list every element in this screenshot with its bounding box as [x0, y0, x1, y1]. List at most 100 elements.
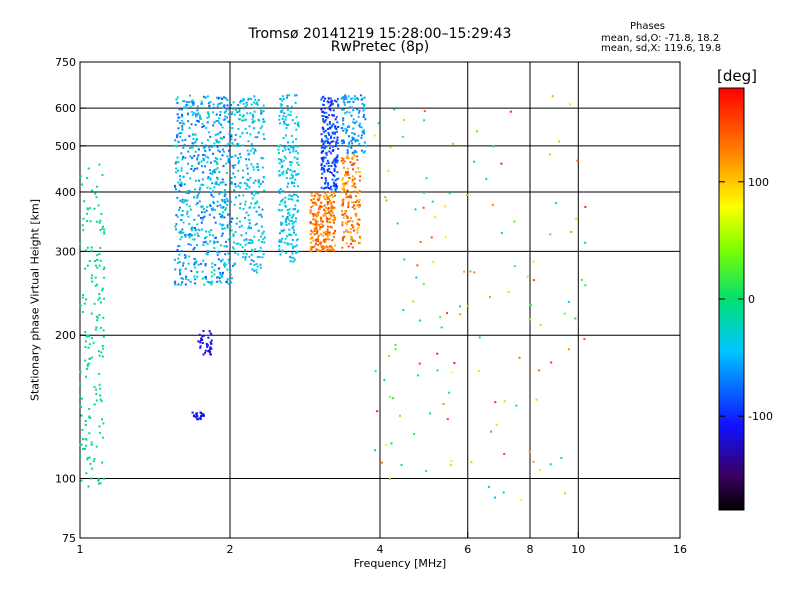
data-point — [292, 213, 295, 216]
data-point — [294, 94, 297, 97]
data-point — [425, 177, 428, 180]
data-point — [322, 115, 325, 118]
data-point — [216, 276, 218, 279]
data-point — [199, 117, 202, 120]
y-tick-label: 200 — [55, 329, 76, 342]
data-point — [343, 187, 346, 190]
data-point — [214, 160, 217, 163]
data-point — [231, 277, 233, 280]
data-point — [184, 156, 187, 159]
data-point — [329, 171, 332, 173]
data-point — [101, 227, 104, 230]
data-point — [320, 201, 323, 204]
data-point — [292, 257, 295, 259]
data-point — [251, 113, 254, 116]
data-point — [221, 271, 224, 274]
data-point — [432, 260, 435, 263]
data-point — [101, 345, 104, 347]
data-point — [237, 169, 240, 172]
data-point — [341, 142, 344, 145]
data-point — [97, 298, 100, 301]
data-point — [91, 467, 94, 470]
data-point — [290, 181, 293, 184]
data-point — [315, 203, 318, 206]
data-point — [313, 223, 316, 226]
data-point — [85, 375, 87, 378]
data-point — [207, 177, 209, 180]
data-point — [186, 212, 189, 215]
data-point — [323, 140, 326, 143]
data-point — [227, 120, 230, 123]
data-point — [239, 202, 242, 205]
data-point — [197, 234, 200, 237]
data-point — [277, 148, 280, 151]
data-point — [79, 443, 82, 446]
data-point — [285, 177, 288, 179]
data-point — [327, 207, 330, 210]
data-point — [288, 228, 291, 231]
data-point — [351, 179, 354, 181]
data-point — [91, 280, 94, 283]
data-point — [247, 214, 250, 217]
data-point — [291, 238, 294, 241]
data-point — [231, 164, 234, 167]
data-point — [189, 105, 192, 108]
data-point — [584, 284, 587, 287]
data-point — [187, 262, 190, 265]
data-point — [262, 104, 265, 107]
data-point — [237, 104, 240, 106]
data-point — [194, 123, 197, 126]
data-point — [176, 113, 179, 116]
data-point — [344, 96, 347, 99]
data-point — [88, 362, 91, 365]
data-point — [291, 170, 294, 173]
data-point — [278, 232, 281, 235]
x-tick-label: 6 — [464, 543, 471, 556]
data-point — [206, 186, 209, 189]
data-point — [181, 209, 184, 212]
data-point — [352, 239, 355, 242]
data-point — [334, 229, 336, 232]
data-point — [209, 135, 212, 138]
data-point — [242, 208, 245, 210]
data-point — [286, 94, 289, 97]
data-point — [234, 183, 237, 186]
data-point — [329, 127, 332, 130]
data-point — [206, 161, 209, 164]
data-point — [234, 176, 236, 179]
data-point — [233, 203, 236, 206]
data-point — [263, 241, 266, 244]
data-point — [210, 339, 213, 342]
data-point — [237, 184, 240, 187]
data-point — [242, 194, 245, 197]
data-point — [210, 161, 212, 164]
data-point — [187, 192, 190, 195]
data-point — [278, 189, 281, 192]
data-point — [425, 470, 428, 472]
data-point — [84, 346, 87, 348]
data-point — [285, 169, 288, 172]
data-point — [323, 232, 326, 235]
data-point — [230, 104, 233, 106]
data-point — [560, 456, 563, 459]
data-point — [100, 212, 103, 215]
data-point — [187, 215, 190, 218]
data-point — [82, 447, 84, 450]
data-point — [250, 163, 253, 166]
data-point — [175, 144, 178, 147]
data-point — [346, 189, 349, 192]
data-point — [290, 256, 293, 259]
data-point — [185, 255, 188, 258]
data-point — [356, 218, 359, 221]
data-point — [249, 238, 252, 241]
data-point — [363, 96, 366, 99]
data-point — [277, 151, 280, 154]
data-point — [344, 112, 347, 115]
data-point — [340, 97, 343, 100]
data-point — [326, 100, 329, 103]
data-point — [194, 141, 197, 144]
data-point — [191, 110, 194, 113]
data-point — [246, 184, 249, 187]
data-point — [184, 234, 187, 237]
data-point — [422, 283, 425, 286]
